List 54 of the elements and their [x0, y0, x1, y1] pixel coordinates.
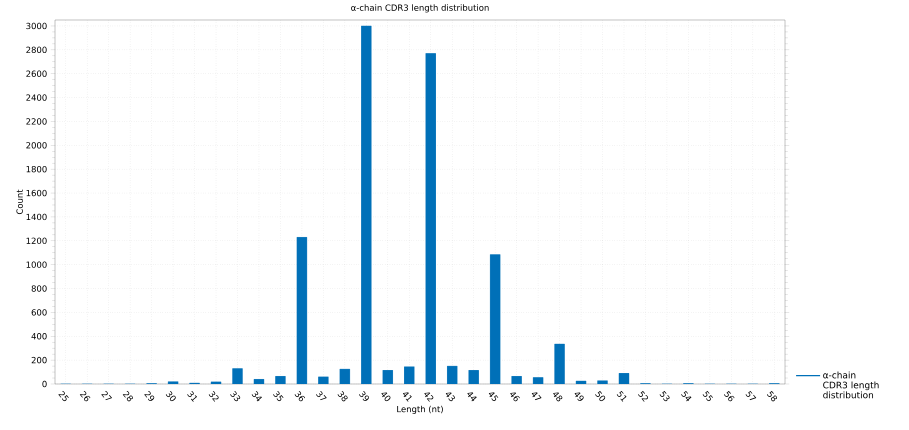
x-tick-label: 40 [381, 392, 390, 402]
y-tick-label: 2800 [26, 46, 47, 54]
x-tick-label: 26 [80, 390, 90, 402]
x-tick-label: 52 [638, 390, 648, 402]
x-tick-label: 50 [595, 390, 606, 402]
y-tick-label: 400 [31, 333, 47, 340]
y-axis-title: Count [16, 190, 23, 214]
x-tick-label: 45 [488, 392, 498, 402]
x-tick-label: 33 [230, 390, 240, 402]
x-tick-label: 31 [187, 390, 198, 402]
x-tick-label: 46 [510, 392, 520, 402]
x-tick-label: 29 [144, 390, 154, 401]
legend-label: α-chain CDR3 length distribution [823, 372, 879, 398]
y-tick-label: 3000 [26, 22, 47, 30]
y-tick-label: 800 [32, 285, 47, 292]
x-tick-label: 53 [660, 390, 670, 402]
x-tick-label: 36 [294, 390, 306, 402]
x-tick-label: 41 [402, 392, 412, 402]
x-tick-label: 49 [574, 392, 584, 401]
x-tick-label: 30 [166, 390, 176, 402]
x-axis-title: Length (nt) [397, 406, 443, 414]
x-tick-label: 48 [553, 392, 562, 402]
y-tick-label: 2400 [26, 94, 47, 101]
x-tick-label: 35 [273, 390, 284, 402]
x-tick-label: 34 [252, 390, 262, 402]
x-tick-label: 38 [338, 390, 348, 402]
y-tick-label: 0 [42, 380, 47, 388]
y-tick-label: 2000 [26, 142, 47, 149]
x-tick-label: 55 [702, 390, 714, 402]
x-tick-label: 25 [58, 390, 69, 402]
y-tick-label: 2200 [26, 118, 47, 125]
x-tick-label: 58 [766, 390, 778, 402]
y-tick-label: 1600 [26, 190, 47, 196]
x-tick-label: 54 [681, 390, 692, 402]
y-tick-label: 1200 [26, 238, 47, 244]
x-tick-label: 57 [746, 390, 756, 400]
chart-title: α-chain CDR3 length distribution [351, 4, 489, 12]
x-tick-label: 42 [424, 392, 434, 402]
x-tick-label: 56 [724, 390, 734, 402]
x-tick-label: 27 [101, 390, 112, 400]
x-tick-label: 47 [532, 392, 542, 400]
y-tick-label: 600 [32, 309, 47, 316]
x-tick-label: 37 [316, 390, 327, 400]
y-tick-label: 1400 [26, 214, 47, 220]
y-tick-label: 1800 [26, 166, 47, 172]
x-tick-label: 43 [446, 392, 455, 402]
y-tick-label: 1000 [26, 261, 47, 268]
x-tick-label: 28 [122, 390, 133, 402]
x-tick-label: 39 [359, 390, 369, 401]
y-tick-label: 200 [32, 356, 47, 364]
x-tick-label: 44 [467, 392, 477, 402]
x-tick-label: 32 [208, 390, 219, 402]
x-tick-label: 51 [616, 390, 627, 402]
y-tick-label: 2600 [26, 70, 47, 77]
